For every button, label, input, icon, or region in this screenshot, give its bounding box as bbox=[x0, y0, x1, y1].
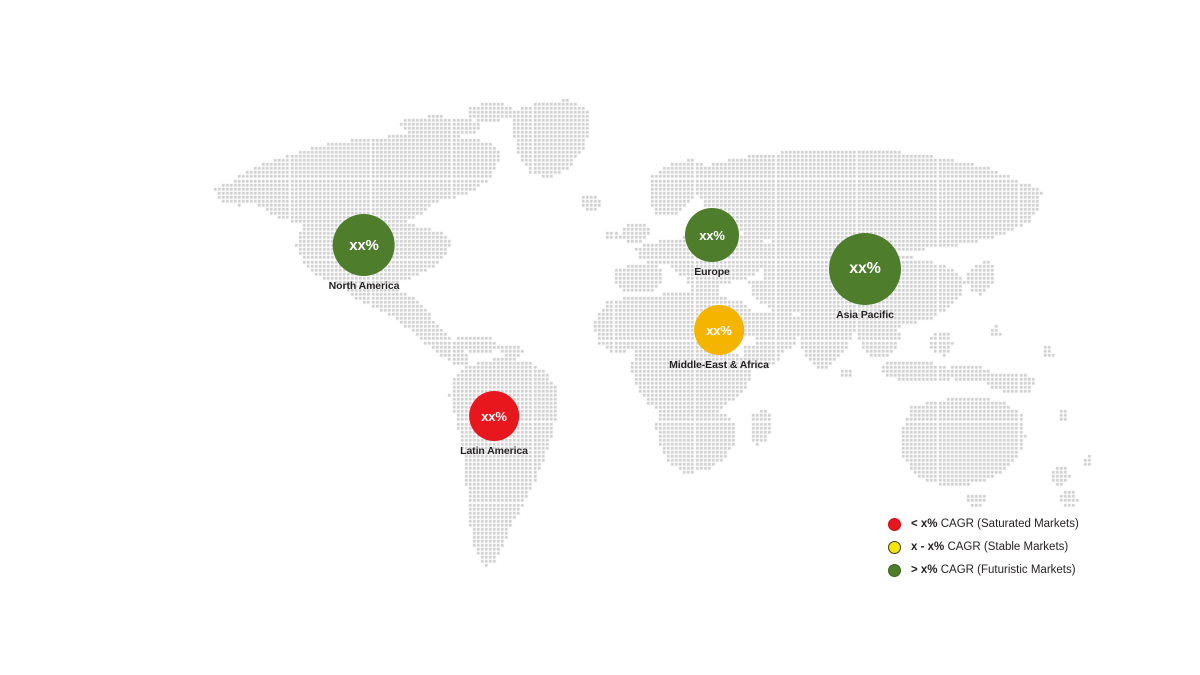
legend-row-saturated[interactable]: < x% CAGR (Saturated Markets) bbox=[888, 517, 1079, 531]
region-europe[interactable]: xx% Europe bbox=[685, 208, 739, 278]
bubble-north-america[interactable]: xx% bbox=[332, 214, 395, 276]
bubble-value-middle-east-africa: xx% bbox=[706, 322, 732, 338]
legend-row-stable[interactable]: x - x% CAGR (Stable Markets) bbox=[888, 540, 1079, 554]
bubble-europe[interactable]: xx% bbox=[685, 208, 739, 262]
legend-range-stable: x - x% bbox=[911, 541, 945, 553]
legend-range-saturated: < x% bbox=[911, 518, 938, 530]
legend-dot-stable bbox=[888, 540, 901, 554]
bubble-value-asia-pacific: xx% bbox=[849, 260, 881, 277]
legend: < x% CAGR (Saturated Markets) x - x% CAGR… bbox=[888, 517, 1079, 577]
legend-description-futuristic: CAGR (Futuristic Markets) bbox=[940, 564, 1076, 576]
bubble-latin-america[interactable]: xx% bbox=[469, 391, 519, 441]
region-latin-america[interactable]: xx% Latin America bbox=[460, 391, 528, 457]
bubble-value-north-america: xx% bbox=[349, 236, 379, 254]
legend-text-stable: x - x% CAGR (Stable Markets) bbox=[911, 541, 1068, 553]
region-asia-pacific[interactable]: xx% Asia Pacific bbox=[829, 233, 901, 321]
region-label-asia-pacific: Asia Pacific bbox=[836, 309, 894, 321]
bubble-middle-east-africa[interactable]: xx% bbox=[694, 305, 744, 355]
region-label-europe: Europe bbox=[694, 266, 730, 278]
region-label-latin-america: Latin America bbox=[460, 445, 528, 457]
legend-description-saturated: CAGR (Saturated Markets) bbox=[940, 518, 1079, 530]
legend-row-futuristic[interactable]: > x% CAGR (Futuristic Markets) bbox=[888, 563, 1079, 577]
bubble-asia-pacific[interactable]: xx% bbox=[829, 233, 901, 305]
region-label-north-america: North America bbox=[328, 280, 400, 292]
bubble-value-latin-america: xx% bbox=[481, 408, 507, 424]
legend-dot-futuristic bbox=[888, 563, 901, 577]
region-middle-east-africa[interactable]: xx% Middle-East & Africa bbox=[669, 305, 769, 371]
legend-text-futuristic: > x% CAGR (Futuristic Markets) bbox=[911, 564, 1076, 576]
region-label-middle-east-africa: Middle-East & Africa bbox=[669, 359, 769, 371]
legend-range-futuristic: > x% bbox=[911, 564, 938, 576]
region-north-america[interactable]: xx% North America bbox=[328, 214, 400, 292]
legend-description-stable: CAGR (Stable Markets) bbox=[947, 541, 1069, 553]
bubble-value-europe: xx% bbox=[699, 227, 725, 243]
legend-text-saturated: < x% CAGR (Saturated Markets) bbox=[911, 518, 1079, 530]
legend-dot-saturated bbox=[888, 517, 901, 531]
